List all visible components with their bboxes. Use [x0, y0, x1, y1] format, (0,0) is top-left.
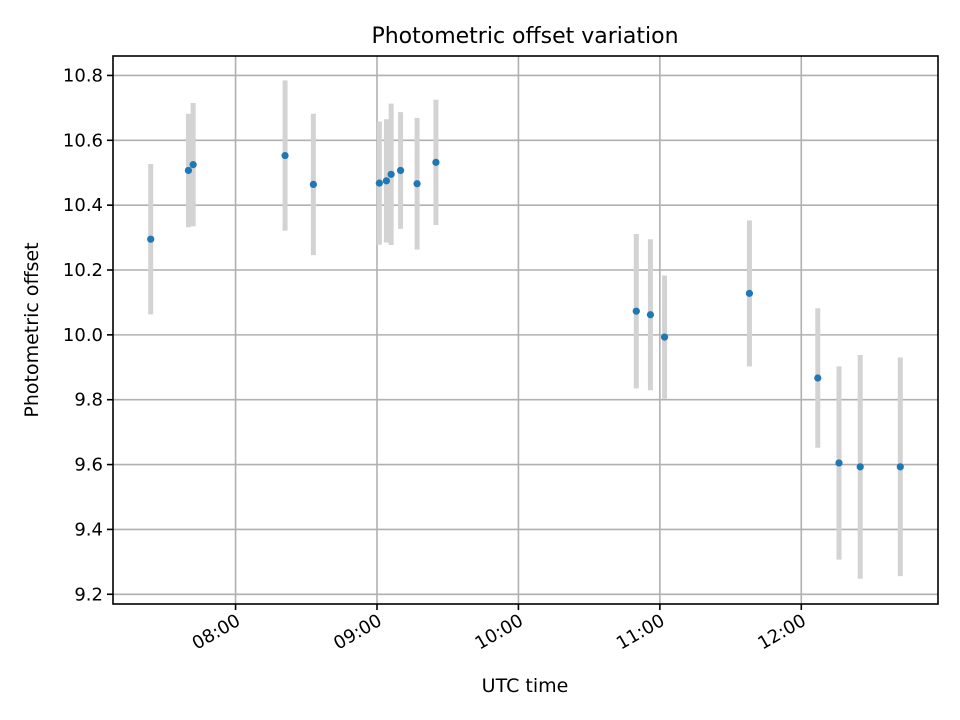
- data-point: [856, 463, 864, 471]
- data-points: [147, 151, 904, 471]
- data-point: [387, 170, 395, 178]
- data-point: [814, 374, 822, 382]
- x-tick-label: 10:00: [472, 610, 527, 654]
- x-tick-label: 11:00: [613, 610, 668, 654]
- data-point: [281, 151, 289, 160]
- y-axis-label: Photometric offset: [21, 242, 43, 417]
- y-tick-label: 10.8: [63, 65, 103, 86]
- y-tick-label: 9.8: [74, 390, 103, 411]
- data-point: [646, 311, 655, 319]
- data-point: [382, 177, 391, 185]
- grid: [113, 56, 938, 604]
- data-point: [745, 289, 754, 297]
- data-point: [632, 307, 640, 315]
- y-tick-label: 9.6: [74, 455, 103, 476]
- data-point: [413, 180, 421, 188]
- x-tick-label: 12:00: [754, 610, 809, 654]
- x-axis-label: UTC time: [482, 675, 569, 697]
- y-tick-label: 10.0: [63, 325, 103, 346]
- y-tick-label: 10.2: [63, 260, 103, 281]
- data-point: [896, 463, 904, 471]
- data-point: [189, 161, 197, 169]
- x-tick-label: 09:00: [330, 610, 385, 654]
- y-tick-label: 9.4: [74, 519, 103, 540]
- data-point: [396, 166, 405, 175]
- data-point: [147, 235, 155, 243]
- data-point: [375, 179, 383, 187]
- plot-frame: [112, 55, 939, 605]
- error-bars: [148, 80, 903, 579]
- y-tick-label: 10.4: [63, 195, 103, 216]
- x-tick-label: 08:00: [189, 610, 244, 654]
- y-tick-label: 9.2: [74, 584, 103, 605]
- data-point: [309, 180, 317, 189]
- data-point: [432, 158, 440, 166]
- data-point: [835, 459, 843, 467]
- data-point: [184, 166, 193, 175]
- chart-title: Photometric offset variation: [371, 24, 678, 49]
- y-tick-label: 10.6: [63, 130, 103, 151]
- data-point: [660, 333, 669, 341]
